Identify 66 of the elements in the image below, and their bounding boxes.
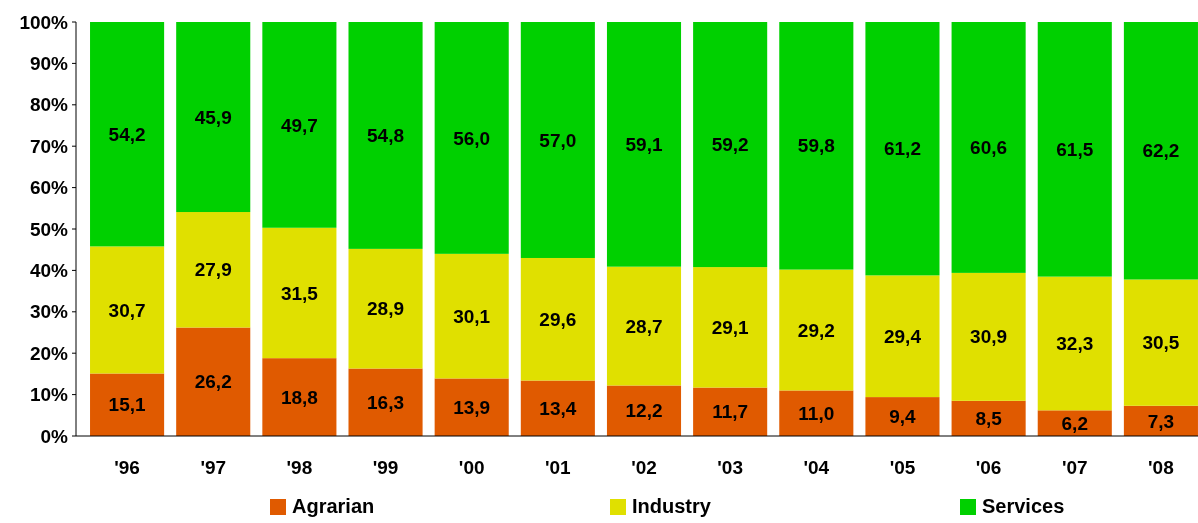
data-label: 29,1 xyxy=(711,316,750,338)
y-tick-label: 10% xyxy=(29,384,69,406)
data-label: 30,9 xyxy=(970,326,1008,348)
data-label: 6,2 xyxy=(1061,412,1088,434)
legend-label: Industry xyxy=(632,495,712,517)
data-label: 59,1 xyxy=(625,133,663,155)
y-tick-label: 90% xyxy=(29,53,69,75)
y-tick-label: 60% xyxy=(29,177,69,199)
x-tick-label: '04 xyxy=(803,457,830,478)
data-label: 45,9 xyxy=(194,106,232,128)
y-tick-label: 50% xyxy=(29,218,69,240)
x-tick-label: '99 xyxy=(372,457,399,478)
data-label: 9,4 xyxy=(889,406,917,428)
data-label: 61,2 xyxy=(883,138,921,160)
data-label: 60,6 xyxy=(970,137,1008,159)
data-label: 54,2 xyxy=(108,123,146,145)
data-label: 11,0 xyxy=(798,402,835,424)
data-label: 30,1 xyxy=(453,305,491,327)
data-label: 18,8 xyxy=(280,386,318,408)
data-label: 59,2 xyxy=(711,134,749,156)
x-tick-label: '06 xyxy=(975,457,1002,478)
data-label: 29,6 xyxy=(539,308,577,330)
data-label: 61,5 xyxy=(1056,138,1094,160)
x-tick-label: '96 xyxy=(114,457,140,478)
data-label: 30,5 xyxy=(1142,332,1180,354)
data-label: 62,2 xyxy=(1142,140,1180,162)
data-label: 11,7 xyxy=(712,401,749,423)
data-label: 54,8 xyxy=(367,125,405,147)
x-tick-label: '02 xyxy=(631,457,657,478)
legend-label: Services xyxy=(982,495,1065,517)
data-label: 29,4 xyxy=(883,325,922,347)
data-label: 8,5 xyxy=(975,408,1003,430)
x-tick-label: '05 xyxy=(889,457,916,478)
y-tick-label: 100% xyxy=(19,11,69,33)
data-label: 32,3 xyxy=(1056,333,1094,355)
x-tick-label: '08 xyxy=(1148,457,1174,478)
data-label: 15,1 xyxy=(108,394,146,416)
data-label: 13,4 xyxy=(539,397,577,419)
data-label: 26,2 xyxy=(194,371,232,393)
y-tick-label: 0% xyxy=(40,425,69,447)
data-label: 59,8 xyxy=(797,135,835,157)
x-tick-label: '98 xyxy=(286,457,313,478)
data-label: 16,3 xyxy=(367,391,405,413)
data-label: 12,2 xyxy=(625,400,663,422)
data-label: 57,0 xyxy=(539,129,577,151)
data-label: 56,0 xyxy=(453,127,491,149)
data-label: 7,3 xyxy=(1147,410,1175,432)
y-tick-label: 40% xyxy=(29,260,69,282)
y-tick-label: 70% xyxy=(29,135,69,157)
y-tick-label: 20% xyxy=(29,342,69,364)
x-tick-label: '00 xyxy=(458,457,485,478)
x-tick-label: '97 xyxy=(200,457,227,478)
legend-label: Agrarian xyxy=(292,495,375,517)
data-label: 31,5 xyxy=(280,282,319,304)
y-tick-label: 80% xyxy=(29,94,69,116)
data-label: 29,2 xyxy=(797,319,835,341)
data-label: 13,9 xyxy=(453,396,491,418)
x-tick-label: '03 xyxy=(717,457,743,478)
data-label: 27,9 xyxy=(194,259,232,281)
y-tick-label: 30% xyxy=(29,301,69,323)
data-label: 49,7 xyxy=(280,114,318,136)
x-tick-label: '07 xyxy=(1061,457,1088,478)
x-tick-label: '01 xyxy=(545,457,572,478)
data-label: 28,7 xyxy=(625,315,663,337)
data-label: 30,7 xyxy=(108,299,146,321)
data-label: 28,9 xyxy=(367,298,405,320)
